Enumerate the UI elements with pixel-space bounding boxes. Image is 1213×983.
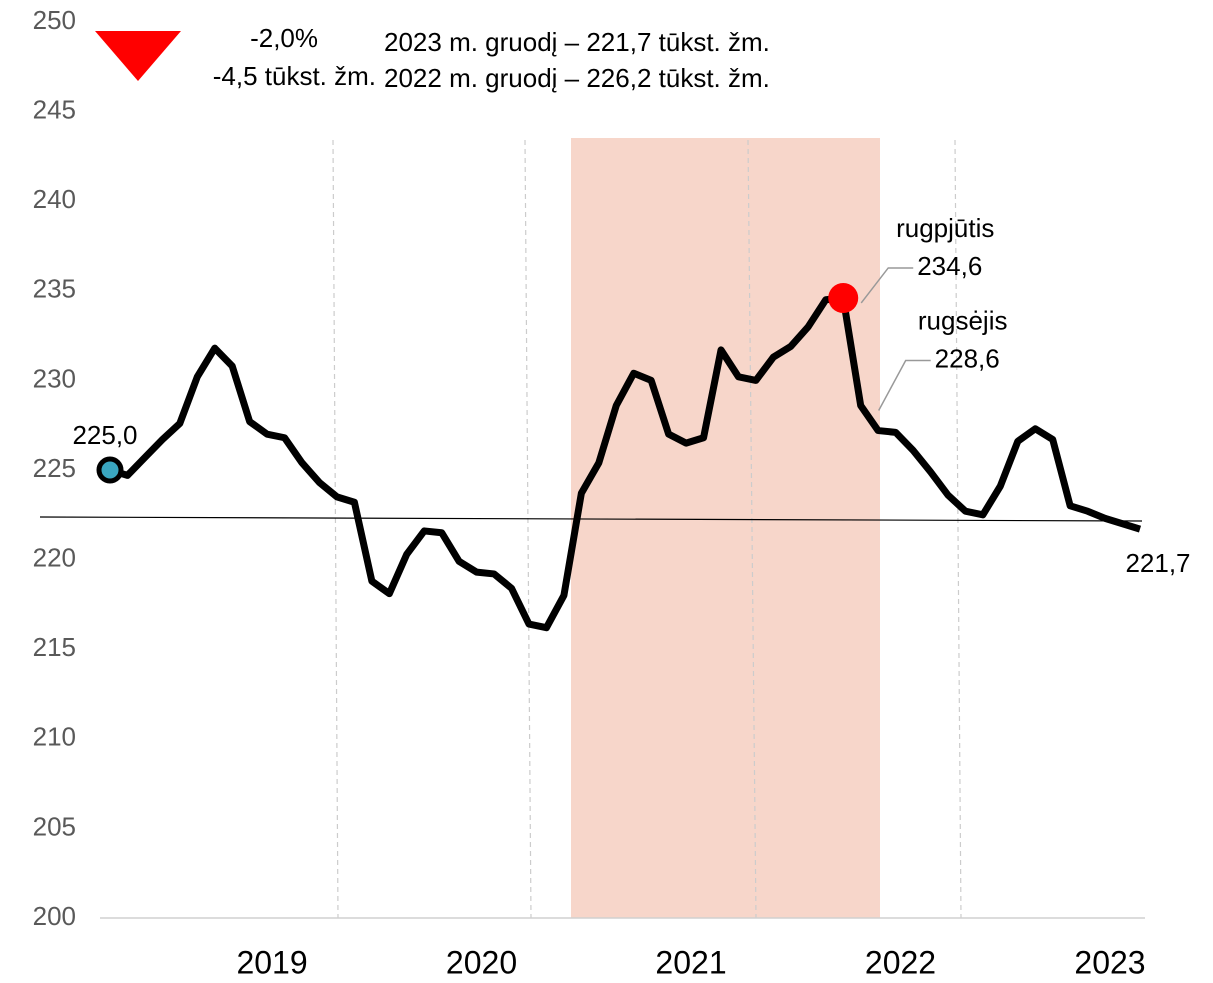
y-tick-label: 215 — [33, 632, 76, 662]
current-text: 2023 m. gruodį – 221,7 tūkst. žm. — [384, 27, 770, 57]
x-tick-label: 2020 — [446, 944, 517, 980]
annotation-label: 228,6 — [935, 343, 1000, 373]
guide-line — [332, 139, 339, 919]
y-tick-label: 235 — [33, 274, 76, 304]
change-absolute: -4,5 tūkst. žm. — [213, 61, 376, 91]
guide-line — [954, 139, 962, 919]
x-tick-label: 2023 — [1074, 944, 1145, 980]
y-tick-label: 240 — [33, 184, 76, 214]
leader-line — [878, 359, 931, 411]
y-tick-label: 210 — [33, 722, 76, 752]
guide-line — [747, 139, 757, 919]
leader-line — [860, 267, 914, 304]
annotation-name: rugsėjis — [918, 305, 1008, 335]
y-tick-label: 205 — [33, 811, 76, 841]
peak-marker — [828, 282, 859, 313]
y-tick-label: 225 — [33, 453, 76, 483]
series-line — [108, 294, 1142, 632]
previous-text: 2022 m. gruodį – 226,2 tūkst. žm. — [384, 63, 770, 93]
guide-line — [524, 139, 532, 919]
start-marker — [96, 456, 124, 484]
annotation-label: 221,7 — [1125, 548, 1190, 578]
change-percent: -2,0% — [250, 23, 318, 53]
annotation-name: rugpjūtis — [896, 213, 994, 243]
x-tick-label: 2019 — [236, 944, 307, 980]
y-tick-label: 245 — [33, 94, 76, 124]
y-tick-label: 200 — [33, 901, 76, 931]
annotation-label: 234,6 — [917, 251, 982, 281]
y-tick-label: 220 — [33, 542, 76, 572]
annotation-label: 225,0 — [72, 420, 137, 450]
reference-line — [39, 516, 1143, 522]
decrease-icon — [95, 31, 181, 81]
highlight-band — [571, 138, 880, 918]
y-tick-label: 230 — [33, 363, 76, 393]
x-tick-label: 2022 — [865, 944, 936, 980]
y-tick-label: 250 — [33, 5, 76, 35]
vertical-guides — [332, 139, 962, 919]
x-tick-label: 2021 — [655, 944, 726, 980]
